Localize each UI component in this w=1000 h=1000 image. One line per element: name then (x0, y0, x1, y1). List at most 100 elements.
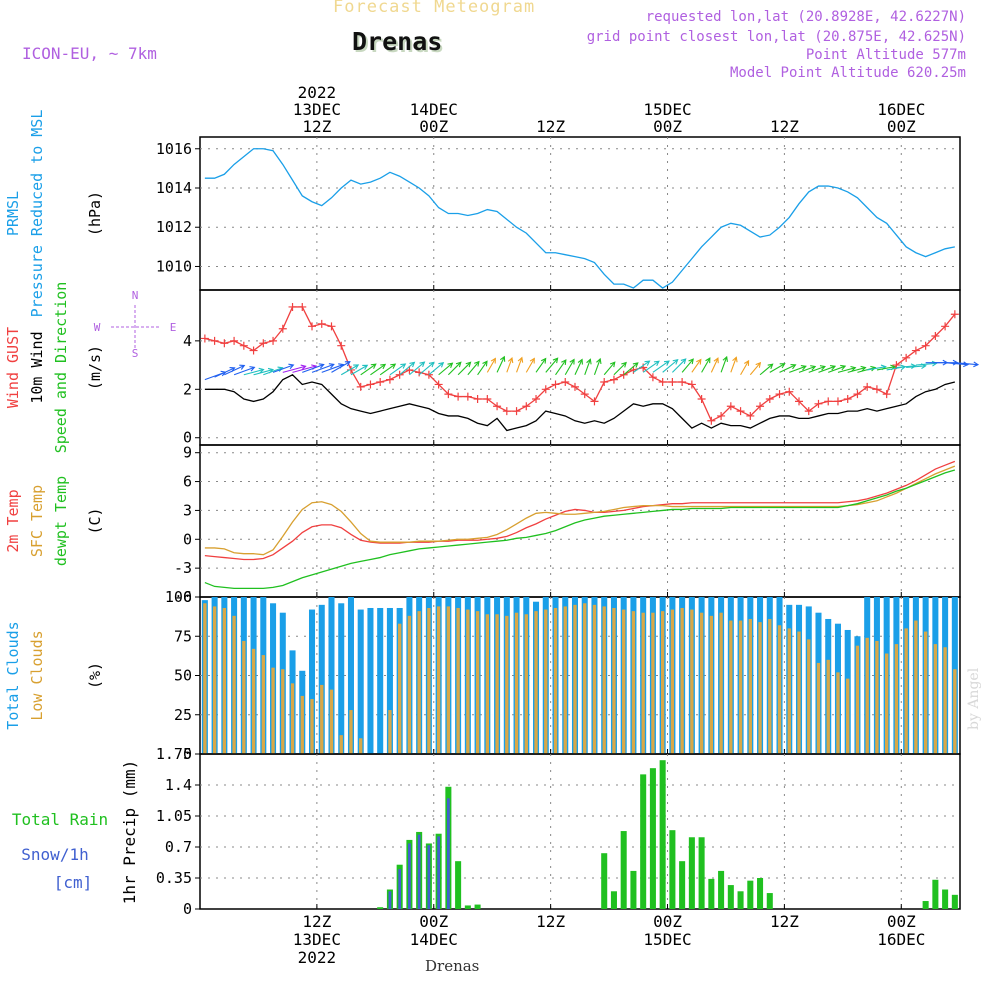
wind-arrowhead (800, 365, 807, 371)
wind-arrow (749, 362, 761, 376)
wind-arrowhead (688, 358, 694, 365)
wind-arrow (769, 363, 785, 373)
bar-low-clouds (466, 609, 470, 754)
bar-low-clouds (339, 735, 343, 754)
bar-total-rain (455, 861, 462, 909)
bar-low-clouds (281, 669, 285, 754)
bar-low-clouds (885, 653, 889, 754)
gust-marker (746, 411, 755, 420)
panel-0: 1010 1012 1014 1016 (156, 136, 961, 291)
bar-snow-1h (447, 798, 450, 909)
gust-marker (756, 402, 765, 411)
wind-arrowhead (840, 364, 847, 371)
bar-total-rain (659, 760, 666, 909)
wind-arrowhead (569, 358, 575, 365)
wind-arrow (564, 359, 575, 376)
gust-marker (532, 394, 541, 403)
top-time-label: 15DEC (643, 100, 691, 119)
wind-arrow (224, 364, 245, 376)
wind-arrow (652, 360, 670, 373)
bar-low-clouds (203, 603, 207, 754)
bar-low-clouds (855, 645, 860, 754)
bar-low-clouds (923, 631, 928, 754)
gust-marker (678, 378, 687, 387)
wind-arrow (710, 357, 719, 373)
gust-marker (376, 378, 385, 387)
wind-arrow (438, 362, 453, 376)
chart-subtitle: Forecast Meteogram (333, 0, 536, 17)
ylabel-total-rain: Total Rain (12, 810, 108, 829)
bar-low-clouds (349, 710, 353, 754)
bar-total-rain (757, 878, 764, 909)
wind-arrow (789, 365, 806, 373)
y-tick-label: 3 (183, 501, 192, 519)
wind-arrow (857, 367, 876, 373)
ylabel-line: Wind GUST (4, 327, 22, 408)
wind-arrowhead (819, 365, 826, 371)
top-time-label: 14DEC (410, 100, 458, 119)
compass-s: S (132, 347, 139, 360)
wind-arrowhead (455, 361, 462, 368)
gust-marker (259, 339, 268, 348)
bar-low-clouds (836, 672, 840, 754)
bottom-time-label: 12Z (302, 912, 331, 931)
gust-marker (454, 392, 463, 401)
y-tick-label: 100 (165, 588, 192, 606)
unit-label: (hPa) (86, 191, 104, 236)
bar-low-clouds (875, 640, 879, 754)
bar-low-clouds (768, 618, 772, 754)
wind-arrow (593, 358, 601, 375)
gust-marker (444, 390, 453, 399)
gust-marker (600, 378, 609, 387)
bar-total-rain (688, 837, 695, 909)
series-line-dewpt-temp (204, 469, 956, 589)
bar-low-clouds (553, 607, 558, 754)
wind-arrowhead (474, 360, 480, 367)
bar-low-clouds (290, 683, 295, 754)
gust-marker (775, 390, 784, 399)
y-tick-label: 0 (183, 530, 192, 548)
wind-arrow (672, 358, 687, 373)
y-tick-label: 1.05 (156, 807, 192, 825)
panel-frame (199, 753, 961, 910)
wind-arrow (233, 366, 255, 376)
wind-arrow (477, 361, 488, 376)
wind-arrowhead (577, 358, 583, 365)
wind-arrow (418, 362, 435, 376)
ylabel-line: PRMSL (4, 191, 22, 236)
wind-arrowhead (353, 364, 360, 370)
bar-total-rain (737, 891, 744, 909)
wind-arrow (720, 356, 728, 373)
wind-arrow (467, 361, 480, 376)
bar-low-clouds (271, 667, 275, 754)
gust-marker (950, 310, 959, 319)
y-tick-label: 4 (183, 332, 192, 350)
bar-total-clouds (377, 607, 384, 754)
wind-arrow (486, 358, 496, 373)
bar-snow-1h (398, 869, 402, 909)
gust-marker (220, 339, 229, 348)
wind-arrowhead (870, 365, 877, 372)
y-tick-label: 6 (183, 473, 192, 491)
bar-low-clouds (670, 609, 675, 754)
bar-low-clouds (232, 615, 236, 754)
top-time-label: 00Z (653, 117, 682, 136)
bar-low-clouds (446, 606, 451, 754)
bar-total-clouds (338, 603, 345, 754)
wind-arrow (808, 365, 826, 373)
wind-arrowhead (482, 360, 488, 367)
wind-arrowhead (621, 361, 627, 368)
gust-marker (872, 385, 881, 394)
ylabel-line: 10m Wind (28, 331, 46, 403)
wind-arrow (574, 359, 583, 375)
ylabel-line: Low Clouds (28, 630, 46, 720)
y-tick-label: 1012 (156, 218, 192, 236)
wind-arrowhead (428, 361, 435, 368)
bottom-time-label: 16DEC (877, 930, 925, 949)
bar-total-rain (640, 774, 647, 909)
bottom-time-label: 12Z (536, 912, 565, 931)
bar-low-clouds (583, 603, 587, 754)
bar-low-clouds (729, 620, 733, 754)
wind-arrowhead (653, 360, 660, 367)
